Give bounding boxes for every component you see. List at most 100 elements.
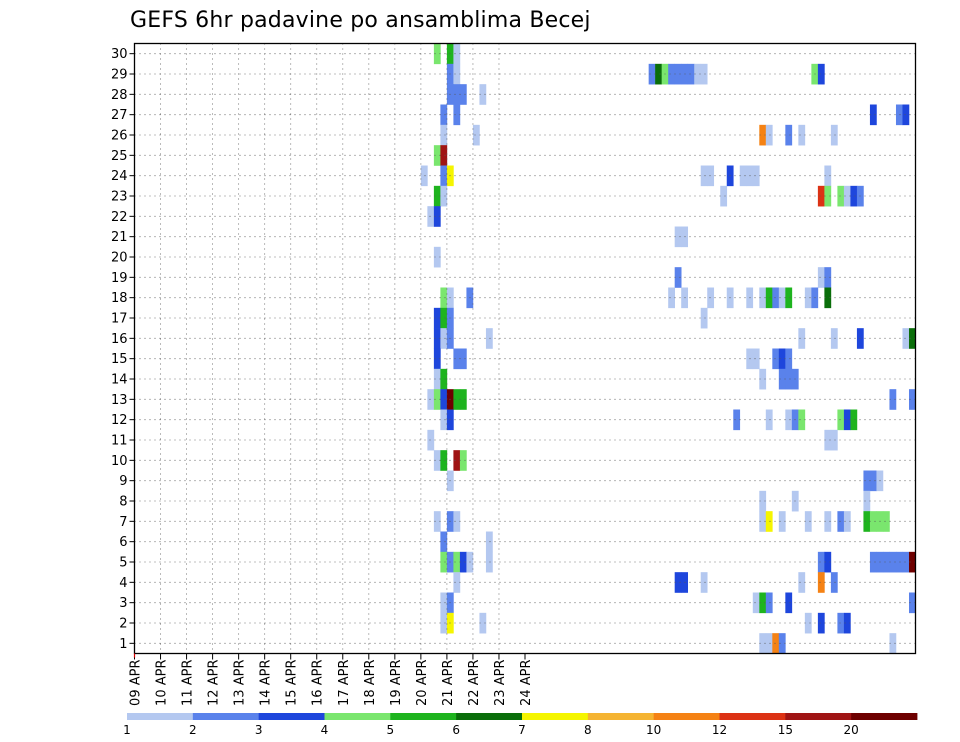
colorbar-swatch bbox=[258, 713, 325, 720]
heatmap-cell bbox=[427, 429, 435, 451]
heatmap-cell bbox=[433, 185, 441, 207]
colorbar-label: 6 bbox=[452, 723, 460, 737]
y-tick-label: 9 bbox=[119, 474, 127, 489]
heatmap-cell bbox=[433, 307, 441, 329]
x-axis: 09 APR 10 APR 11 APR 12 APR 13 APR 14 APR 15 A… bbox=[129, 653, 534, 706]
heatmap-cell bbox=[752, 592, 760, 614]
y-axis: 1234567891011121314151617181920212223242… bbox=[111, 47, 135, 652]
heatmap-cell bbox=[485, 551, 493, 573]
heatmap-cell bbox=[837, 612, 845, 634]
heatmap-cell bbox=[778, 511, 786, 532]
heatmap-cell bbox=[785, 124, 793, 146]
heatmap-cell bbox=[798, 409, 806, 431]
heatmap-cell bbox=[824, 165, 832, 187]
heatmap-cell bbox=[440, 165, 448, 187]
y-tick-label: 12 bbox=[111, 413, 128, 428]
heatmap-cell bbox=[459, 389, 467, 410]
heatmap-cell bbox=[433, 450, 441, 471]
heatmap-cell bbox=[440, 551, 448, 573]
y-tick-label: 29 bbox=[111, 68, 128, 83]
heatmap-cell bbox=[440, 409, 448, 431]
heatmap-cell bbox=[759, 490, 767, 512]
heatmap-cell bbox=[882, 551, 890, 573]
heatmap-cell bbox=[778, 348, 786, 370]
heatmap-cell bbox=[817, 612, 825, 634]
heatmap-cell bbox=[674, 572, 682, 593]
y-tick-label: 11 bbox=[111, 434, 128, 449]
x-tick-label: 22 APR bbox=[467, 660, 482, 706]
heatmap-cell bbox=[433, 206, 441, 227]
heatmap-cell bbox=[902, 551, 910, 573]
heatmap-cell bbox=[843, 612, 851, 634]
heatmap-cell bbox=[472, 124, 480, 146]
y-tick-label: 21 bbox=[111, 230, 128, 245]
x-tick-label: 12 APR bbox=[207, 660, 222, 706]
colorbar-swatch bbox=[390, 713, 457, 720]
heatmap-cell bbox=[453, 63, 461, 85]
heatmap-cell bbox=[720, 185, 728, 207]
y-tick-label: 24 bbox=[111, 169, 128, 184]
heatmap-cell bbox=[830, 124, 838, 146]
colorbar-swatch bbox=[719, 713, 786, 720]
heatmap-cell bbox=[785, 368, 793, 390]
heatmap-cell bbox=[733, 409, 741, 431]
colorbar-swatch bbox=[127, 713, 194, 720]
heatmap-cell bbox=[863, 490, 871, 512]
heatmap-cell bbox=[785, 348, 793, 370]
heatmap-cell bbox=[824, 551, 832, 573]
heatmap-cell bbox=[668, 63, 675, 85]
heatmap-cell bbox=[453, 572, 461, 593]
heatmap-cell bbox=[687, 63, 695, 85]
y-tick-label: 17 bbox=[111, 312, 128, 327]
y-tick-label: 3 bbox=[119, 596, 127, 611]
heatmap-cell bbox=[453, 104, 461, 126]
y-tick-label: 26 bbox=[111, 129, 128, 144]
heatmap-cell bbox=[765, 409, 773, 431]
heatmap-cell bbox=[830, 572, 838, 593]
heatmap-cell bbox=[459, 84, 467, 105]
y-tick-label: 20 bbox=[111, 251, 128, 266]
heatmap-cell bbox=[759, 511, 767, 532]
colorbar-swatch bbox=[324, 713, 391, 720]
colorbar-label: 1 bbox=[123, 723, 131, 737]
heatmap-cell bbox=[830, 429, 838, 451]
x-tick-label: 10 APR bbox=[155, 660, 170, 706]
heatmap-cell bbox=[440, 612, 448, 634]
heatmap-cell bbox=[869, 551, 877, 573]
y-tick-label: 4 bbox=[119, 576, 127, 591]
heatmap-cell bbox=[674, 63, 682, 85]
heatmap-cell bbox=[427, 389, 435, 410]
heatmap-cell bbox=[798, 328, 806, 349]
y-tick-label: 16 bbox=[111, 332, 128, 347]
heatmap-cell bbox=[440, 124, 448, 146]
y-tick-label: 15 bbox=[111, 352, 128, 367]
heatmap-cell bbox=[772, 348, 780, 370]
heatmap-cell bbox=[785, 409, 793, 431]
heatmap-cell bbox=[440, 368, 448, 390]
heatmap-cell bbox=[459, 551, 467, 573]
heatmap-cell bbox=[817, 185, 825, 207]
heatmap-cell bbox=[440, 328, 448, 349]
y-tick-label: 6 bbox=[119, 535, 127, 550]
colorbar-swatch bbox=[653, 713, 720, 720]
heatmap-cell bbox=[837, 511, 845, 532]
heatmap-cell bbox=[440, 389, 448, 410]
x-tick-label: 15 APR bbox=[285, 660, 300, 706]
heatmap-cell bbox=[895, 104, 903, 126]
heatmap-cell bbox=[707, 287, 715, 309]
colorbar-swatch bbox=[587, 713, 655, 720]
heatmap-cell bbox=[752, 165, 760, 187]
x-tick-label: 23 APR bbox=[493, 660, 508, 706]
heatmap-cell bbox=[759, 368, 767, 390]
colorbar: 1 2 3 4 5 6 7 8 10 12 15 20 bbox=[123, 713, 918, 737]
colorbar-label: 5 bbox=[387, 723, 395, 737]
heatmap-cell bbox=[765, 633, 773, 654]
heatmap-cell bbox=[869, 470, 877, 492]
heatmap-cell bbox=[453, 43, 461, 65]
heatmap-cell bbox=[759, 287, 767, 309]
heatmap-cell bbox=[433, 145, 441, 166]
x-tick-label: 24 APR bbox=[519, 660, 534, 706]
heatmap-cell bbox=[485, 328, 493, 349]
heatmap-cell bbox=[453, 348, 461, 370]
heatmap-cell bbox=[869, 104, 877, 126]
